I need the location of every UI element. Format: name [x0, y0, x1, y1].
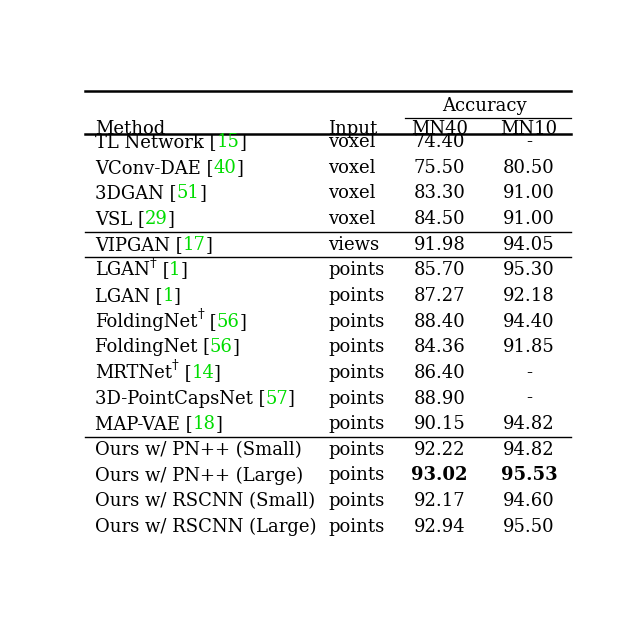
- Text: 88.90: 88.90: [413, 389, 465, 407]
- Text: Ours w/ PN++ (Large): Ours w/ PN++ (Large): [95, 466, 303, 484]
- Text: 15: 15: [216, 133, 239, 151]
- Text: ]: ]: [168, 210, 175, 228]
- Text: 91.85: 91.85: [503, 338, 555, 356]
- Text: points: points: [328, 518, 384, 536]
- Text: VConv-DAE [: VConv-DAE [: [95, 159, 213, 176]
- Text: 3DGAN [: 3DGAN [: [95, 184, 177, 202]
- Text: voxel: voxel: [328, 210, 376, 228]
- Text: -: -: [526, 364, 532, 382]
- Text: 1: 1: [169, 261, 180, 280]
- Text: points: points: [328, 338, 384, 356]
- Text: FoldingNet [: FoldingNet [: [95, 338, 210, 356]
- Text: ]: ]: [214, 364, 221, 382]
- Text: TL Network [: TL Network [: [95, 133, 216, 151]
- Text: Input: Input: [328, 120, 377, 138]
- Text: 86.40: 86.40: [413, 364, 465, 382]
- Text: 92.22: 92.22: [414, 441, 465, 459]
- Text: 56: 56: [216, 313, 239, 331]
- Text: 56: 56: [210, 338, 233, 356]
- Text: FoldingNet: FoldingNet: [95, 313, 197, 331]
- Text: ]: ]: [288, 389, 295, 407]
- Text: 29: 29: [145, 210, 168, 228]
- Text: ]: ]: [199, 184, 206, 202]
- Text: points: points: [328, 313, 384, 331]
- Text: 1: 1: [163, 287, 174, 305]
- Text: 91.00: 91.00: [503, 210, 555, 228]
- Text: 75.50: 75.50: [414, 159, 465, 176]
- Text: points: points: [328, 364, 384, 382]
- Text: 40: 40: [213, 159, 236, 176]
- Text: LGAN [: LGAN [: [95, 287, 163, 305]
- Text: 51: 51: [177, 184, 199, 202]
- Text: ]: ]: [239, 313, 246, 331]
- Text: 84.36: 84.36: [413, 338, 465, 356]
- Text: 95.50: 95.50: [503, 518, 555, 536]
- Text: 94.60: 94.60: [503, 492, 555, 510]
- Text: Accuracy: Accuracy: [442, 97, 527, 115]
- Text: MRTNet: MRTNet: [95, 364, 172, 382]
- Text: 17: 17: [182, 236, 205, 254]
- Text: ]: ]: [216, 415, 222, 433]
- Text: points: points: [328, 492, 384, 510]
- Text: 94.40: 94.40: [503, 313, 555, 331]
- Text: [: [: [157, 261, 169, 280]
- Text: 92.18: 92.18: [503, 287, 555, 305]
- Text: †: †: [197, 308, 204, 321]
- Text: 95.53: 95.53: [500, 466, 557, 484]
- Text: 87.27: 87.27: [414, 287, 465, 305]
- Text: 94.82: 94.82: [503, 441, 555, 459]
- Text: [: [: [179, 364, 191, 382]
- Text: VSL [: VSL [: [95, 210, 145, 228]
- Text: views: views: [328, 236, 379, 254]
- Text: points: points: [328, 261, 384, 280]
- Text: 92.94: 92.94: [414, 518, 465, 536]
- Text: points: points: [328, 287, 384, 305]
- Text: ]: ]: [205, 236, 212, 254]
- Text: Ours w/ RSCNN (Large): Ours w/ RSCNN (Large): [95, 518, 316, 536]
- Text: MN10: MN10: [500, 120, 557, 138]
- Text: 18: 18: [193, 415, 216, 433]
- Text: Ours w/ RSCNN (Small): Ours w/ RSCNN (Small): [95, 492, 315, 510]
- Text: 94.05: 94.05: [503, 236, 555, 254]
- Text: Ours w/ PN++ (Small): Ours w/ PN++ (Small): [95, 441, 301, 459]
- Text: voxel: voxel: [328, 133, 376, 151]
- Text: 85.70: 85.70: [414, 261, 465, 280]
- Text: voxel: voxel: [328, 184, 376, 202]
- Text: ]: ]: [236, 159, 243, 176]
- Text: 91.98: 91.98: [413, 236, 465, 254]
- Text: †: †: [172, 359, 179, 372]
- Text: ]: ]: [174, 287, 180, 305]
- Text: 83.30: 83.30: [413, 184, 465, 202]
- Text: VIPGAN [: VIPGAN [: [95, 236, 182, 254]
- Text: 80.50: 80.50: [503, 159, 555, 176]
- Text: LGAN: LGAN: [95, 261, 150, 280]
- Text: [: [: [204, 313, 216, 331]
- Text: Method: Method: [95, 120, 165, 138]
- Text: MAP-VAE [: MAP-VAE [: [95, 415, 193, 433]
- Text: MN40: MN40: [411, 120, 468, 138]
- Text: 94.82: 94.82: [503, 415, 555, 433]
- Text: 57: 57: [266, 389, 288, 407]
- Text: 74.40: 74.40: [414, 133, 465, 151]
- Text: 88.40: 88.40: [413, 313, 465, 331]
- Text: points: points: [328, 466, 384, 484]
- Text: 93.02: 93.02: [412, 466, 468, 484]
- Text: voxel: voxel: [328, 159, 376, 176]
- Text: 90.15: 90.15: [413, 415, 465, 433]
- Text: -: -: [526, 389, 532, 407]
- Text: ]: ]: [239, 133, 246, 151]
- Text: points: points: [328, 389, 384, 407]
- Text: 3D-PointCapsNet [: 3D-PointCapsNet [: [95, 389, 266, 407]
- Text: points: points: [328, 441, 384, 459]
- Text: 92.17: 92.17: [414, 492, 465, 510]
- Text: †: †: [150, 257, 157, 270]
- Text: points: points: [328, 415, 384, 433]
- Text: -: -: [526, 133, 532, 151]
- Text: 84.50: 84.50: [414, 210, 465, 228]
- Text: 14: 14: [191, 364, 214, 382]
- Text: 95.30: 95.30: [503, 261, 555, 280]
- Text: 91.00: 91.00: [503, 184, 555, 202]
- Text: ]: ]: [180, 261, 188, 280]
- Text: ]: ]: [233, 338, 239, 356]
